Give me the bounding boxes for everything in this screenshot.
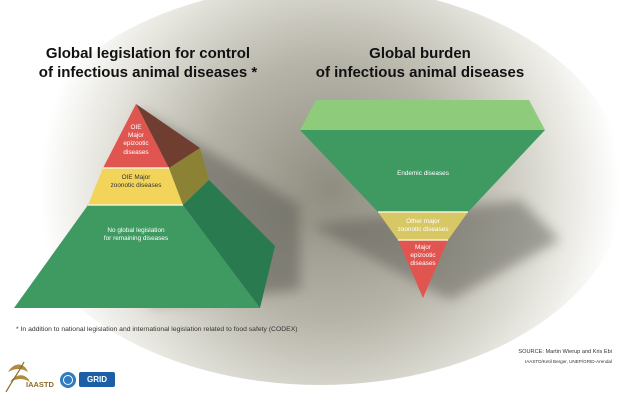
grid-logo-text: GRID [87,375,107,384]
inverted-middle-line2: zoonotic diseases [397,226,449,234]
pyramid-bottom-tier [14,205,260,308]
right-title-line1: Global burden [369,45,471,62]
pyramid-middle-line1: OIE Major [121,174,151,181]
pyramid-middle-line2: zoonotic diseases [110,182,162,190]
pyramid-middle-tier [88,168,183,205]
left-title-line1: Global legislation for control [45,45,251,62]
pyramid-top-line4: diseases [123,148,149,156]
pyramid-bottom-label: No global legislation for remaining dise… [86,227,186,243]
inverted-bottom-label: Major epizootic diseases [393,244,453,269]
inverted-pyramid-top-tier [300,130,545,212]
pyramid-bottom-side [183,180,275,308]
unep-logo [60,372,76,388]
iaastd-logo-text: IAASTD [26,380,54,389]
left-title: Global legislation for control of infect… [28,44,268,82]
inverted-top-line1: Endemic diseases [397,170,449,177]
inverted-top-label: Endemic diseases [373,170,473,178]
right-title: Global burden of infectious animal disea… [300,44,540,82]
pyramid-top-tier [103,104,169,168]
footnote: * In addition to national legislation an… [16,326,298,333]
left-title-line2: of infectious animal diseases * [38,64,258,81]
inverted-bottom-line1: Major [415,244,431,251]
right-title-line2: of infectious animal diseases [315,64,525,81]
grid-logo [79,372,115,387]
pyramid-bottom-line2: for remaining diseases [103,235,169,243]
pyramid-middle-label: OIE Major zoonotic diseases [96,174,176,190]
inverted-pyramid-top-face [300,100,545,130]
inverted-pyramid-middle-tier [378,212,468,240]
pyramid-top-side [136,104,200,168]
pyramid-bottom-line1: No global legislation [107,227,165,234]
inverted-bottom-line3: diseases [410,260,436,268]
pyramid-middle-side [169,148,209,205]
credit-text: IAASTD/Ketil Berger, UNEP/GRID-Arendal [524,359,612,364]
pyramid-top-label: OIE Major epizootic diseases [106,124,166,157]
pyramid-top-line3: epizootic [123,140,149,148]
source-text: SOURCE: Martin Wierup and Kris Ebi [518,349,612,355]
iaastd-logo-mark [5,361,30,393]
pyramid-top-line2: Major [128,132,144,140]
inverted-middle-label: Other major zoonotic diseases [383,218,463,234]
inverted-bottom-line2: epizootic [410,252,436,260]
inverted-pyramid-bottom-tier [398,240,448,298]
inverted-middle-line1: Other major [406,218,440,225]
pyramid-top-line1: OIE [130,124,142,131]
